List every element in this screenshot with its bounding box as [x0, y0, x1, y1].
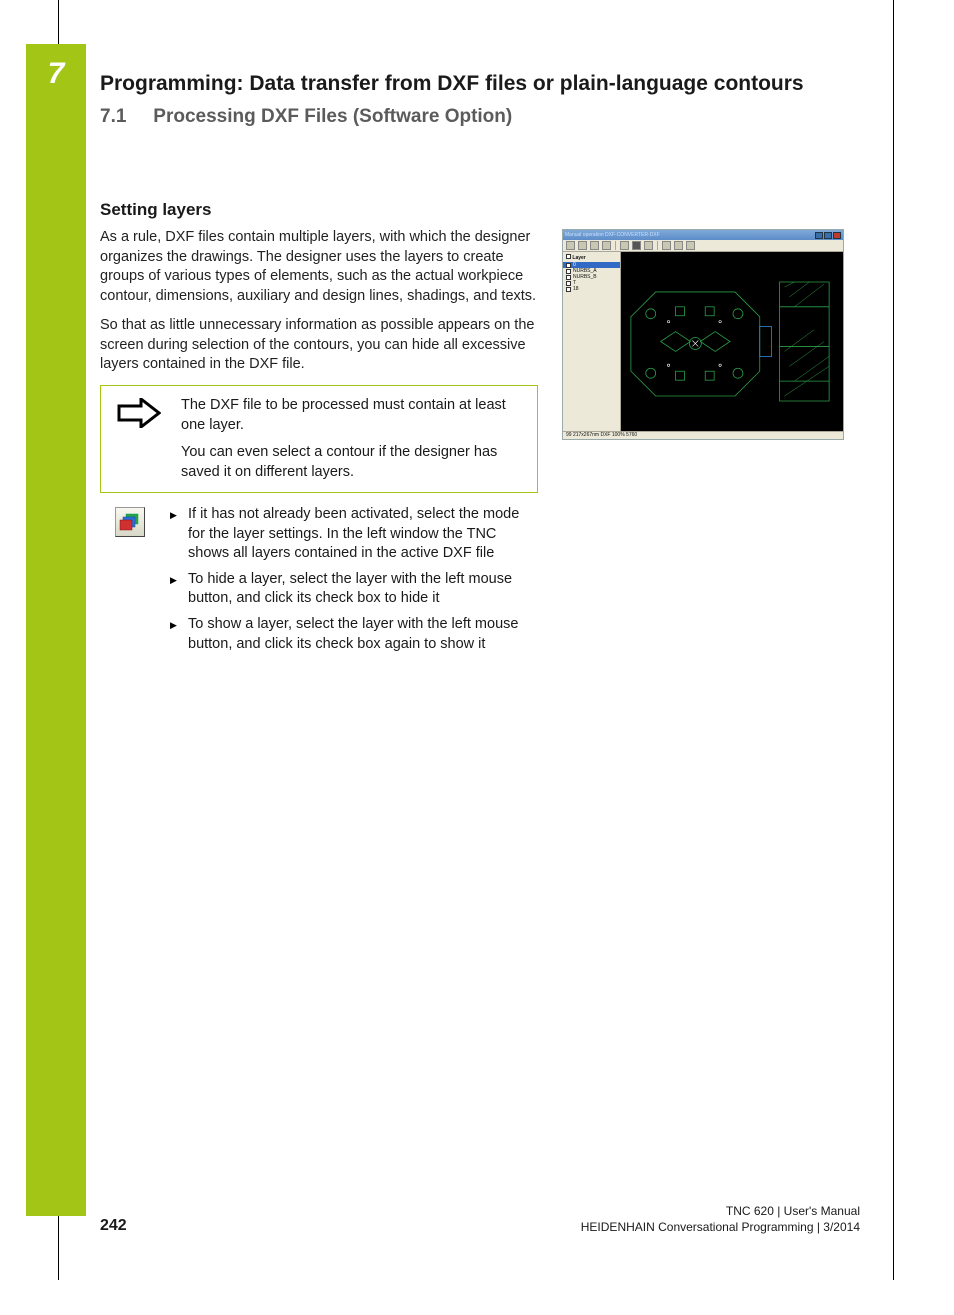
layer-row: 18: [563, 286, 620, 292]
toolbar-icon: [578, 241, 587, 250]
footer-ref-line: HEIDENHAIN Conversational Programming | …: [581, 1219, 860, 1235]
toolbar-icon: [632, 241, 641, 250]
paragraph: So that as little unnecessary informatio…: [100, 316, 538, 375]
toolbar-icon: [644, 241, 653, 250]
section-title: 7.1 Processing DXF Files (Software Optio…: [100, 106, 512, 128]
maximize-icon: [824, 232, 832, 239]
layer-mode-button[interactable]: [115, 507, 145, 537]
screenshot-layer-panel: Layer 0 NURBS_A NURBS_B T 18: [563, 252, 621, 431]
info-callout: The DXF file to be processed must contai…: [100, 385, 538, 493]
chapter-title: Programming: Data transfer from DXF file…: [100, 72, 880, 96]
toolbar-icon: [686, 241, 695, 250]
chapter-sidebar: [26, 44, 86, 1216]
info-text: The DXF file to be processed must contai…: [181, 396, 527, 435]
subheading: Setting layers: [100, 200, 538, 220]
screenshot-statusbar: 99 217x267nm DXF 100% 5760: [563, 431, 843, 439]
screenshot-title: Manual operation DXF-CONVERTER-DXF: [565, 232, 660, 238]
paragraph: As a rule, DXF files contain multiple la…: [100, 228, 538, 306]
bullet-item: To hide a layer, select the layer with t…: [170, 570, 538, 609]
cad-drawing-icon: [621, 252, 843, 431]
info-text: You can even select a contour if the des…: [181, 443, 527, 482]
toolbar-icon: [590, 241, 599, 250]
toolbar-icon: [674, 241, 683, 250]
section-number: 7.1: [100, 106, 148, 128]
bullet-item: If it has not already been activated, se…: [170, 505, 538, 564]
bullet-item: To show a layer, select the layer with t…: [170, 615, 538, 654]
arrow-right-icon: [117, 398, 161, 428]
toolbar-icon: [602, 241, 611, 250]
body-column: Setting layers As a rule, DXF files cont…: [100, 200, 538, 666]
screenshot-canvas: [621, 252, 843, 431]
page-number: 242: [100, 1217, 127, 1235]
screenshot-titlebar: Manual operation DXF-CONVERTER-DXF: [563, 230, 843, 240]
toolbar-icon: [620, 241, 629, 250]
instruction-block: If it has not already been activated, se…: [100, 505, 538, 660]
chapter-number-badge: 7: [36, 54, 76, 94]
screenshot-toolbar: [563, 240, 843, 252]
app-screenshot: Manual operation DXF-CONVERTER-DXF Layer…: [562, 229, 844, 440]
toolbar-icon: [566, 241, 575, 250]
section-heading-text: Processing DXF Files (Software Option): [153, 106, 512, 127]
layers-icon: [119, 512, 141, 532]
page-footer: 242 TNC 620 | User's Manual HEIDENHAIN C…: [100, 1203, 860, 1235]
layer-panel-header: Layer: [572, 255, 585, 261]
minimize-icon: [815, 232, 823, 239]
close-icon: [833, 232, 841, 239]
toolbar-icon: [662, 241, 671, 250]
footer-ref-line: TNC 620 | User's Manual: [581, 1203, 860, 1219]
